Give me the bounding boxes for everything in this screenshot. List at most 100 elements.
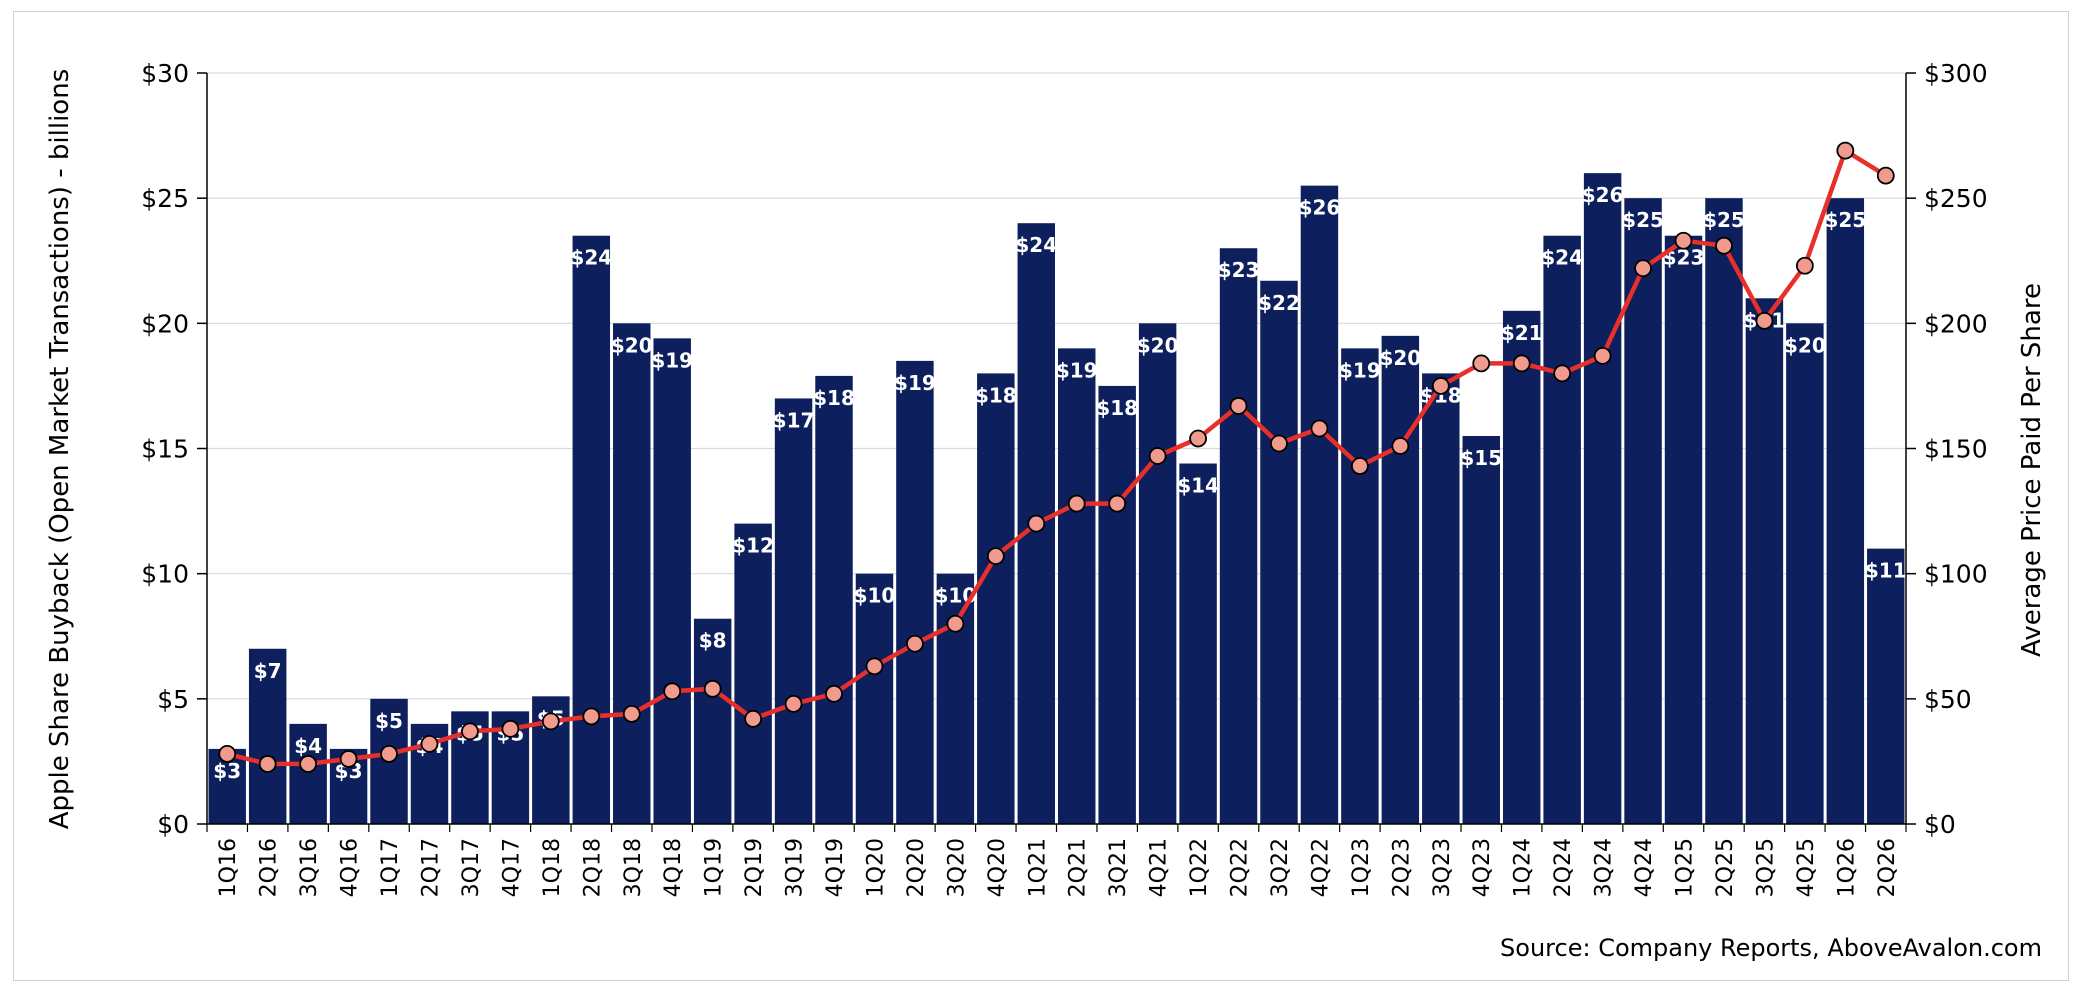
x-tick-label: 1Q21 — [1025, 838, 1050, 897]
price-point — [1067, 494, 1086, 513]
price-point — [1229, 397, 1248, 415]
bar-label: $4 — [294, 734, 322, 758]
bar — [1219, 248, 1258, 824]
bar-label: $26 — [1582, 183, 1624, 207]
bar-label: $3 — [213, 759, 241, 783]
bar — [1745, 298, 1784, 824]
x-tick-label: 2Q20 — [904, 838, 929, 897]
x-tick-label: 2Q24 — [1551, 838, 1576, 897]
right-axis-label: Average Price Paid Per Share — [2017, 283, 2047, 657]
bar-label: $8 — [699, 629, 727, 653]
x-tick-label: 4Q21 — [1147, 838, 1172, 897]
price-point — [744, 709, 763, 728]
bar-label: $25 — [1824, 208, 1866, 232]
bar-label: $19 — [1056, 358, 1098, 382]
bar — [653, 338, 691, 824]
x-tick-label: 3Q20 — [944, 838, 969, 897]
bar — [1058, 348, 1096, 824]
bar — [1300, 185, 1339, 824]
x-tick-label: 3Q17 — [459, 838, 484, 897]
price-point — [1108, 494, 1127, 513]
bar — [1422, 373, 1460, 824]
price-point — [906, 634, 924, 653]
bar-label: $11 — [1865, 559, 1907, 583]
bar — [693, 618, 732, 824]
x-tick-label: 3Q23 — [1430, 838, 1455, 897]
x-tick-label: 3Q16 — [297, 838, 322, 897]
right-y-ticks: $0 $50 $100 $150 $200 $250 $300 — [1906, 59, 1988, 839]
bar-label: $15 — [1460, 446, 1502, 470]
price-point — [825, 684, 843, 703]
chart-frame — [13, 11, 2069, 981]
x-tick-label: 1Q19 — [702, 838, 727, 897]
bar — [1502, 310, 1541, 825]
x-tick-label: 2Q23 — [1389, 838, 1414, 897]
right-tick-label: $250 — [1924, 184, 1988, 213]
price-point — [1189, 429, 1207, 448]
x-tick-label: 2Q25 — [1713, 838, 1738, 897]
price-point — [986, 547, 1005, 566]
x-tick-label: 4Q22 — [1308, 838, 1333, 897]
bar — [1179, 463, 1217, 824]
bar — [1664, 235, 1703, 824]
price-point — [1270, 434, 1288, 453]
gridlines — [207, 72, 1906, 700]
x-tick-label: 4Q18 — [661, 838, 686, 897]
x-tick-label: 1Q25 — [1673, 838, 1698, 897]
x-tick-label: 1Q16 — [216, 838, 241, 897]
price-point — [1148, 447, 1167, 465]
x-tick-label: 2Q16 — [257, 838, 282, 897]
x-tick-label: 4Q20 — [985, 838, 1010, 897]
x-tick-label: 1Q24 — [1511, 838, 1536, 897]
price-point — [622, 704, 641, 723]
price-point — [1553, 364, 1572, 383]
bar — [1826, 198, 1865, 824]
x-tick-label: 3Q19 — [783, 838, 808, 897]
bar-label: $20 — [1137, 333, 1179, 357]
bar-label: $25 — [1622, 208, 1664, 232]
bar — [977, 373, 1015, 824]
bar — [855, 573, 894, 824]
price-point — [703, 679, 722, 698]
bar — [1543, 235, 1581, 824]
price-point — [1674, 231, 1693, 250]
bar-label: $19 — [651, 348, 693, 372]
price-point — [1472, 354, 1491, 373]
x-tick-label: 3Q21 — [1106, 838, 1131, 897]
price-point — [946, 614, 965, 633]
left-tick-label: $15 — [141, 435, 189, 464]
x-tick-label: 3Q22 — [1268, 838, 1293, 897]
price-point — [501, 719, 520, 738]
price-point — [1512, 354, 1531, 373]
bar-label: $7 — [254, 659, 282, 683]
x-tick-label: 2Q26 — [1875, 838, 1900, 897]
x-ticks: 1Q16 2Q16 3Q16 4Q16 1Q17 2Q17 3Q17 4Q17 1Q18 2Q18… — [206, 824, 1907, 897]
bar — [1260, 280, 1298, 824]
price-point — [1836, 141, 1855, 160]
bar — [1786, 323, 1824, 824]
bar-label: $5 — [375, 709, 403, 733]
bar — [1341, 348, 1379, 824]
bar — [1624, 198, 1662, 824]
bar-label: $18 — [813, 386, 855, 410]
price-point — [1715, 236, 1733, 255]
x-tick-label: 1Q17 — [378, 838, 403, 897]
bar-label: $26 — [1299, 196, 1341, 220]
bar — [1583, 173, 1622, 825]
price-point — [380, 745, 398, 763]
price-point — [582, 707, 601, 726]
price-point — [1593, 346, 1612, 365]
bar-label: $25 — [1703, 208, 1745, 232]
x-tick-label: 1Q20 — [864, 838, 889, 897]
left-y-ticks: $0 $5 $10 $15 $20 $25 $30 — [141, 59, 207, 839]
price-point — [461, 722, 479, 741]
price-point — [1876, 166, 1895, 185]
left-tick-label: $20 — [141, 309, 189, 338]
x-tick-label: 4Q25 — [1794, 838, 1819, 897]
bar — [572, 235, 611, 824]
bar — [1867, 548, 1905, 824]
right-tick-label: $300 — [1924, 59, 1988, 88]
x-tick-label: 1Q23 — [1349, 838, 1374, 897]
price-point — [1391, 437, 1410, 455]
bar-label: $10 — [854, 584, 896, 608]
